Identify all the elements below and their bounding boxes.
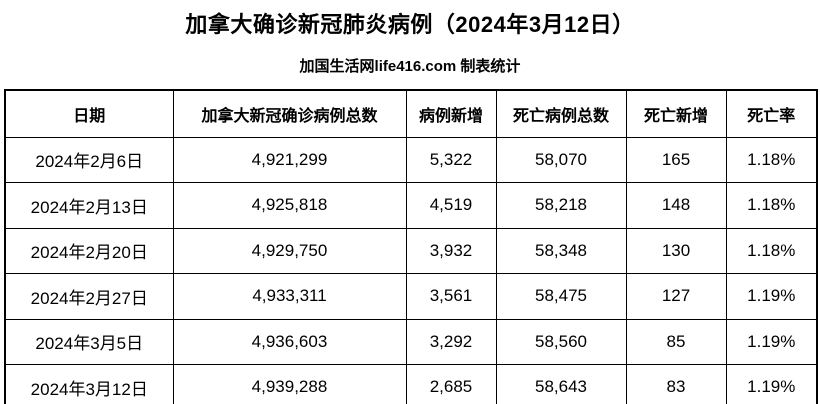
cell-new-deaths: 85 bbox=[625, 318, 727, 365]
cell-date: 2024年2月20日 bbox=[4, 227, 174, 274]
table-row: 2024年3月12日 4,939,288 2,685 58,643 83 1.1… bbox=[4, 364, 818, 404]
covid-stats-table: 日期 加拿大新冠确诊病例总数 病例新增 死亡病例总数 死亡新增 死亡率 2024… bbox=[4, 89, 818, 404]
col-header-death-rate: 死亡率 bbox=[725, 89, 818, 138]
cell-new-cases: 5,322 bbox=[405, 136, 497, 183]
cell-total-deaths: 58,643 bbox=[495, 364, 627, 404]
col-header-new-cases: 病例新增 bbox=[405, 89, 497, 138]
cell-death-rate: 1.19% bbox=[725, 318, 818, 365]
col-header-date: 日期 bbox=[4, 89, 174, 138]
table-row: 2024年2月6日 4,921,299 5,322 58,070 165 1.1… bbox=[4, 136, 818, 183]
col-header-new-deaths: 死亡新增 bbox=[625, 89, 727, 138]
table-header-row: 日期 加拿大新冠确诊病例总数 病例新增 死亡病例总数 死亡新增 死亡率 bbox=[4, 89, 818, 138]
cell-date: 2024年2月13日 bbox=[4, 182, 174, 229]
cell-new-cases: 3,561 bbox=[405, 273, 497, 320]
table-row: 2024年2月13日 4,925,818 4,519 58,218 148 1.… bbox=[4, 182, 818, 229]
cell-new-cases: 3,932 bbox=[405, 227, 497, 274]
cell-total-cases: 4,933,311 bbox=[172, 273, 407, 320]
cell-total-deaths: 58,218 bbox=[495, 182, 627, 229]
cell-date: 2024年3月12日 bbox=[4, 364, 174, 404]
cell-new-cases: 2,685 bbox=[405, 364, 497, 404]
cell-new-deaths: 165 bbox=[625, 136, 727, 183]
cell-total-deaths: 58,475 bbox=[495, 273, 627, 320]
cell-new-deaths: 83 bbox=[625, 364, 727, 404]
cell-new-deaths: 127 bbox=[625, 273, 727, 320]
cell-new-deaths: 130 bbox=[625, 227, 727, 274]
cell-death-rate: 1.18% bbox=[725, 182, 818, 229]
cell-new-cases: 4,519 bbox=[405, 182, 497, 229]
cell-total-cases: 4,939,288 bbox=[172, 364, 407, 404]
cell-total-deaths: 58,560 bbox=[495, 318, 627, 365]
cell-date: 2024年2月6日 bbox=[4, 136, 174, 183]
cell-new-deaths: 148 bbox=[625, 182, 727, 229]
col-header-total-deaths: 死亡病例总数 bbox=[495, 89, 627, 138]
cell-death-rate: 1.19% bbox=[725, 364, 818, 404]
cell-death-rate: 1.18% bbox=[725, 136, 818, 183]
table-row: 2024年2月27日 4,933,311 3,561 58,475 127 1.… bbox=[4, 273, 818, 320]
cell-date: 2024年3月5日 bbox=[4, 318, 174, 365]
col-header-total-cases: 加拿大新冠确诊病例总数 bbox=[172, 89, 407, 138]
cell-total-cases: 4,921,299 bbox=[172, 136, 407, 183]
cell-total-cases: 4,936,603 bbox=[172, 318, 407, 365]
cell-death-rate: 1.18% bbox=[725, 227, 818, 274]
cell-new-cases: 3,292 bbox=[405, 318, 497, 365]
cell-total-deaths: 58,348 bbox=[495, 227, 627, 274]
cell-death-rate: 1.19% bbox=[725, 273, 818, 320]
cell-total-cases: 4,925,818 bbox=[172, 182, 407, 229]
cell-total-cases: 4,929,750 bbox=[172, 227, 407, 274]
cell-date: 2024年2月27日 bbox=[4, 273, 174, 320]
page-title: 加拿大确诊新冠肺炎病例（2024年3月12日） bbox=[185, 12, 635, 37]
table-row: 2024年3月5日 4,936,603 3,292 58,560 85 1.19… bbox=[4, 318, 818, 365]
cell-total-deaths: 58,070 bbox=[495, 136, 627, 183]
page-subtitle: 加国生活网life416.com 制表统计 bbox=[299, 58, 521, 75]
table-row: 2024年2月20日 4,929,750 3,932 58,348 130 1.… bbox=[4, 227, 818, 274]
